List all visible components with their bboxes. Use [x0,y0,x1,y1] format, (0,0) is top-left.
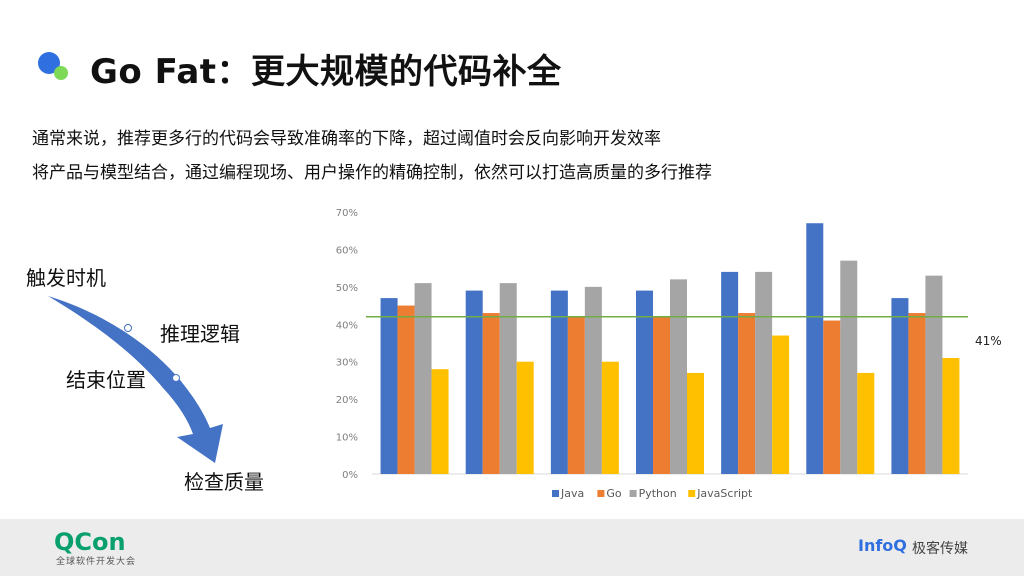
qcon-logo: QCon [54,528,126,556]
bar-go-5 [738,313,756,474]
bar-python-6 [840,260,858,474]
bar-python-7 [925,275,943,474]
y-tick-label: 70% [336,208,358,219]
bar-java-3 [550,290,568,474]
legend-swatch-go [597,490,605,497]
bar-javascript-6 [857,372,875,474]
bar-java-7 [891,298,909,474]
body-line-2: 将产品与模型结合，通过编程现场、用户操作的精确控制，依然可以打造高质量的多行推荐 [32,163,712,183]
flow-dot-2 [172,374,180,382]
bar-javascript-5 [772,335,790,474]
legend-swatch-python [629,490,637,497]
legend-label-java: Java [560,487,584,500]
bar-java-4 [636,290,653,474]
flow-step-quality: 检查质量 [184,470,264,494]
bar-go-3 [567,316,585,474]
logo-dot-green [54,66,68,80]
footer-bar [0,519,1024,576]
y-tick-label: 50% [336,283,358,294]
flow-dot-1 [124,324,132,332]
flow-step-end: 结束位置 [66,368,146,392]
y-tick-label: 30% [336,358,358,369]
bar-javascript-1 [431,369,449,474]
bar-python-4 [670,279,687,474]
jike-media-label: 极客传媒 [912,541,968,557]
body-line-1: 通常来说，推荐更多行的代码会导致准确率的下降，超过阈值时会反向影响开发效率 [32,129,661,149]
bar-javascript-2 [516,361,534,474]
flow-arrow [48,296,223,463]
flow-step-trigger: 触发时机 [26,266,106,290]
legend-swatch-java [552,490,559,497]
legend-label-go: Go [606,487,622,500]
bar-java-6 [806,223,824,474]
legend-label-python: Python [639,487,677,500]
bar-python-3 [584,286,602,474]
legend-label-javascript: JavaScript [696,487,753,500]
bar-python-2 [499,283,517,474]
y-tick-label: 60% [336,245,358,256]
bar-go-7 [908,313,926,474]
bar-java-1 [380,298,398,474]
threshold-label: 41% [975,334,1002,348]
y-tick-label: 10% [336,433,358,444]
bar-go-4 [653,316,670,474]
bar-go-2 [482,313,500,474]
infoq-logo: InfoQ [858,536,907,555]
qcon-subtitle: 全球软件开发大会 [56,557,137,567]
bar-go-1 [397,305,415,474]
bar-go-6 [823,320,841,474]
y-tick-label: 40% [336,320,358,331]
page-title: Go Fat：更大规模的代码补全 [90,52,562,92]
bar-javascript-4 [687,372,704,474]
flow-step-inference: 推理逻辑 [160,322,240,346]
legend-swatch-javascript [688,490,696,497]
bar-java-2 [465,290,483,474]
y-tick-label: 0% [342,470,358,481]
y-tick-label: 20% [336,395,358,406]
bar-python-1 [414,283,432,474]
bar-javascript-3 [601,361,619,474]
bar-javascript-7 [942,357,960,474]
bar-java-5 [721,271,739,474]
bar-python-5 [755,271,773,474]
